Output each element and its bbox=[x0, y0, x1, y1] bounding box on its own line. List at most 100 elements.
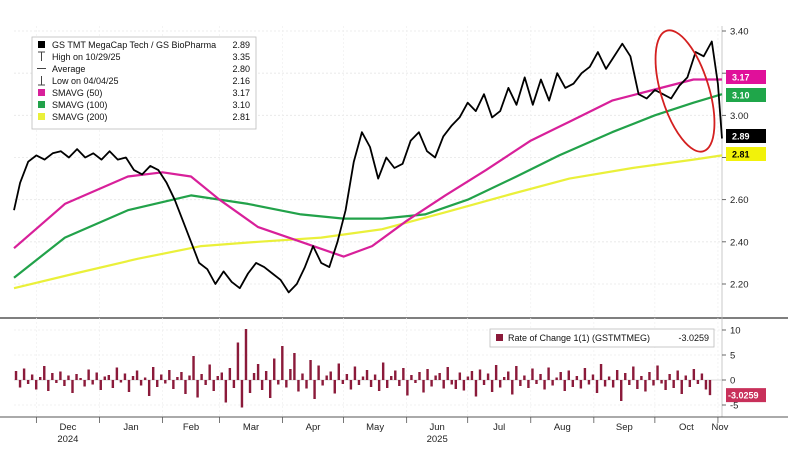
roc-bar bbox=[611, 380, 615, 388]
roc-bar bbox=[688, 380, 692, 387]
roc-bar bbox=[624, 373, 627, 380]
roc-bar bbox=[511, 380, 514, 395]
roc-bar bbox=[172, 380, 175, 389]
roc-bar bbox=[147, 380, 151, 396]
roc-bar bbox=[595, 380, 599, 393]
roc-bar bbox=[551, 380, 554, 386]
legend-value: 2.89 bbox=[232, 40, 250, 50]
roc-bar bbox=[43, 366, 46, 380]
roc-bar bbox=[119, 380, 123, 383]
roc-bar bbox=[599, 364, 603, 380]
roc-bar bbox=[482, 380, 486, 385]
roc-bar bbox=[523, 375, 526, 380]
roc-bar bbox=[402, 368, 405, 380]
roc-bar bbox=[498, 380, 502, 388]
roc-bar bbox=[539, 374, 542, 380]
roc-bars bbox=[14, 329, 712, 408]
roc-bar bbox=[664, 380, 667, 390]
x-tick-label: Apr bbox=[306, 422, 321, 433]
roc-bar bbox=[676, 370, 679, 380]
roc-bar bbox=[386, 380, 389, 388]
roc-bar bbox=[361, 376, 365, 380]
roc-bar bbox=[244, 329, 248, 380]
roc-bar bbox=[289, 369, 292, 380]
legend-label: Low on 04/04/25 bbox=[52, 76, 119, 86]
roc-bar bbox=[55, 380, 58, 383]
x-tick-label: Aug bbox=[554, 422, 571, 433]
roc-bar bbox=[277, 380, 280, 385]
y-tick-label: 3.00 bbox=[730, 111, 749, 122]
roc-bar bbox=[236, 342, 240, 380]
roc-bar bbox=[196, 380, 199, 398]
y-tick-label: 2.60 bbox=[730, 195, 749, 206]
roc-bar bbox=[115, 367, 119, 380]
y-tick-label: 3.40 bbox=[730, 27, 749, 38]
roc-bar bbox=[454, 380, 458, 389]
roc-bar bbox=[422, 380, 425, 393]
roc-bar bbox=[164, 380, 167, 384]
roc-bar bbox=[365, 370, 369, 380]
roc-bar bbox=[474, 380, 478, 397]
value-tag-box bbox=[726, 88, 766, 102]
legend-label: Average bbox=[52, 64, 85, 74]
roc-bar bbox=[127, 380, 131, 392]
roc-bar bbox=[103, 376, 106, 380]
legend-label: SMAVG (50) bbox=[52, 88, 102, 98]
roc-bar bbox=[615, 370, 619, 380]
roc-bar bbox=[240, 380, 244, 408]
legend-swatch bbox=[38, 41, 45, 48]
roc-bar bbox=[256, 364, 260, 380]
legend-swatch bbox=[38, 113, 45, 120]
roc-bar bbox=[507, 371, 510, 380]
roc-bar bbox=[398, 380, 401, 386]
roc-bar bbox=[470, 371, 474, 380]
roc-bar bbox=[458, 372, 462, 380]
roc-y-tick-label: -5 bbox=[730, 401, 738, 412]
roc-bar bbox=[660, 380, 663, 384]
roc-bar bbox=[337, 363, 340, 380]
roc-bar bbox=[414, 380, 417, 383]
roc-bar bbox=[317, 365, 320, 380]
roc-bar bbox=[531, 368, 534, 380]
roc-legend-box bbox=[489, 328, 715, 348]
legend-swatch bbox=[38, 101, 45, 108]
roc-bar bbox=[535, 380, 538, 384]
roc-bar bbox=[668, 374, 671, 380]
roc-bar bbox=[587, 380, 591, 385]
value-tag-label: 2.81 bbox=[732, 150, 750, 160]
roc-bar bbox=[349, 380, 353, 390]
roc-bar bbox=[446, 367, 449, 380]
roc-bar bbox=[34, 380, 38, 390]
roc-bar bbox=[519, 380, 522, 386]
x-tick-label: Feb bbox=[183, 422, 199, 433]
legend-value: 3.10 bbox=[232, 100, 250, 110]
roc-value-tag-box bbox=[726, 388, 766, 403]
roc-bar bbox=[636, 380, 639, 389]
x-tick-label: Nov bbox=[712, 422, 729, 433]
smavg-50-line bbox=[13, 78, 722, 258]
roc-bar bbox=[620, 380, 623, 401]
x-tick-label: Jun bbox=[430, 422, 445, 433]
roc-bar bbox=[563, 380, 566, 391]
roc-bar bbox=[680, 380, 683, 394]
value-tag-label: 2.89 bbox=[732, 132, 750, 142]
x-tick-year: 2025 bbox=[427, 434, 448, 445]
roc-bar bbox=[434, 375, 437, 380]
roc-bar bbox=[656, 365, 659, 380]
roc-bar bbox=[692, 369, 696, 380]
right-value-tags: 3.17 3.10 2.89 2.81 -3.0259 bbox=[726, 70, 766, 403]
roc-bar bbox=[200, 374, 203, 380]
roc-bar bbox=[430, 380, 433, 387]
x-tick-label: Jan bbox=[123, 422, 138, 433]
roc-bar bbox=[301, 373, 304, 380]
roc-bar bbox=[111, 380, 115, 388]
legend-label: High on 10/29/25 bbox=[52, 52, 121, 62]
roc-legend-value: -3.0259 bbox=[678, 333, 709, 343]
roc-bar bbox=[67, 375, 70, 380]
roc-bar bbox=[369, 380, 373, 387]
roc-bar bbox=[503, 377, 506, 380]
price-line-group bbox=[13, 40, 723, 294]
roc-bar bbox=[22, 368, 26, 380]
roc-bar bbox=[216, 376, 219, 380]
